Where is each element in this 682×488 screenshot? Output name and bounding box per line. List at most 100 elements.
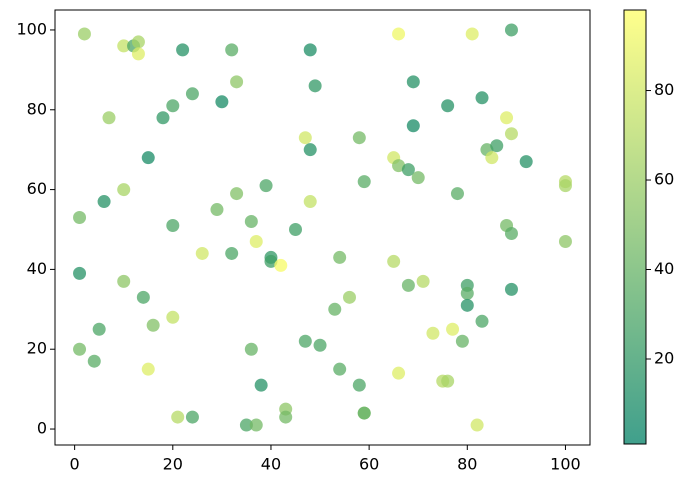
scatter-point	[504, 282, 518, 296]
scatter-point	[441, 374, 455, 388]
scatter-point	[401, 163, 415, 177]
scatter-point	[426, 326, 440, 340]
scatter-point	[166, 310, 180, 324]
y-tick-label: 100	[16, 19, 47, 38]
colorbar-tick-label: 20	[654, 348, 674, 367]
scatter-point	[225, 43, 239, 57]
scatter-point	[460, 286, 474, 300]
scatter-point	[73, 266, 87, 280]
scatter-point	[230, 187, 244, 201]
scatter-point	[465, 27, 479, 41]
scatter-point	[342, 290, 356, 304]
scatter-point	[279, 410, 293, 424]
scatter-point	[249, 418, 263, 432]
scatter-point	[131, 47, 145, 61]
scatter-point	[470, 418, 484, 432]
x-tick-label: 60	[359, 455, 379, 474]
y-tick-label: 80	[27, 99, 47, 118]
scatter-point	[131, 35, 145, 49]
scatter-point	[254, 378, 268, 392]
y-tick-label: 40	[27, 259, 47, 278]
scatter-point	[406, 119, 420, 133]
x-tick-label: 100	[550, 455, 581, 474]
scatter-point	[558, 234, 572, 248]
scatter-point	[185, 87, 199, 101]
scatter-point	[357, 406, 371, 420]
scatter-point	[357, 175, 371, 189]
colorbar-tick-label: 40	[654, 259, 674, 278]
scatter-point	[416, 274, 430, 288]
scatter-point	[352, 378, 366, 392]
scatter-point	[244, 215, 258, 229]
scatter-point	[504, 23, 518, 37]
scatter-point	[485, 151, 499, 165]
scatter-point	[352, 131, 366, 145]
plot-frame	[54, 9, 591, 446]
scatter-point	[401, 278, 415, 292]
scatter-point	[117, 274, 131, 288]
colorbar-tick-label: 80	[654, 80, 674, 99]
scatter-point	[215, 95, 229, 109]
scatter-point	[230, 75, 244, 89]
scatter-point	[475, 314, 489, 328]
scatter-point	[210, 203, 224, 217]
scatter-point	[460, 298, 474, 312]
scatter-point	[406, 75, 420, 89]
scatter-point	[141, 362, 155, 376]
y-tick-label: 20	[27, 339, 47, 358]
scatter-point	[141, 151, 155, 165]
x-tick-label: 0	[70, 455, 80, 474]
scatter-point	[558, 179, 572, 193]
scatter-point	[146, 318, 160, 332]
scatter-point	[166, 99, 180, 113]
scatter-point	[313, 338, 327, 352]
scatter-point	[97, 195, 111, 209]
scatter-point	[73, 342, 87, 356]
x-tick-label: 20	[163, 455, 183, 474]
scatter-point	[264, 254, 278, 268]
y-tick-label: 60	[27, 179, 47, 198]
scatter-point	[500, 111, 514, 125]
scatter-point	[244, 342, 258, 356]
scatter-point	[392, 159, 406, 173]
scatter-point	[298, 131, 312, 145]
scatter-point	[117, 39, 131, 53]
scatter-point	[102, 111, 116, 125]
scatter-point	[475, 91, 489, 105]
scatter-point	[73, 211, 87, 225]
scatter-point	[455, 334, 469, 348]
scatter-point	[303, 143, 317, 157]
colorbar-tick-label: 60	[654, 170, 674, 189]
y-tick-label: 0	[37, 419, 47, 438]
scatter-point	[333, 250, 347, 264]
scatter-point	[195, 246, 209, 260]
scatter-point	[504, 226, 518, 240]
scatter-point	[303, 195, 317, 209]
scatter-point	[117, 183, 131, 197]
scatter-point	[156, 111, 170, 125]
scatter-point	[176, 43, 190, 57]
scatter-point	[171, 410, 185, 424]
scatter-point	[392, 366, 406, 380]
scatter-point	[504, 127, 518, 141]
scatter-point	[92, 322, 106, 336]
scatter-point	[298, 334, 312, 348]
scatter-point	[77, 27, 91, 41]
scatter-point	[387, 254, 401, 268]
x-tick-label: 40	[261, 455, 281, 474]
colorbar	[623, 9, 647, 445]
scatter-point	[225, 246, 239, 260]
scatter-point	[308, 79, 322, 93]
scatter-point	[289, 222, 303, 236]
scatter-point	[87, 354, 101, 368]
scatter-point	[239, 418, 253, 432]
scatter-point	[441, 99, 455, 113]
scatter-point	[328, 302, 342, 316]
scatter-point	[490, 139, 504, 153]
scatter-point	[519, 155, 533, 169]
scatter-point	[303, 43, 317, 57]
scatter-point	[333, 362, 347, 376]
scatter-point	[411, 171, 425, 185]
scatter-point	[392, 27, 406, 41]
